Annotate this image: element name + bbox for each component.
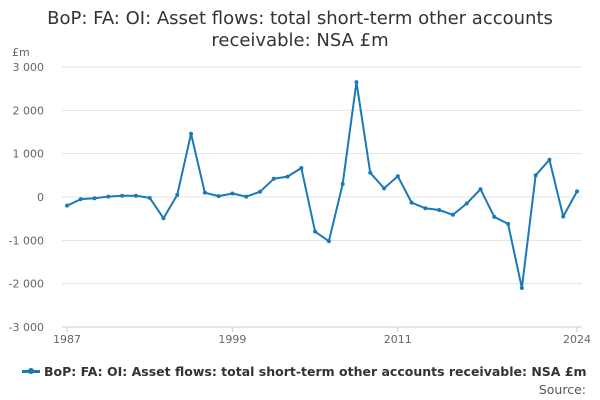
data-point xyxy=(189,131,194,136)
data-point xyxy=(478,187,483,192)
chart-title: BoP: FA: OI: Asset flows: total short-te… xyxy=(0,8,600,52)
series-layer xyxy=(65,80,579,290)
series-line xyxy=(66,81,578,289)
data-point xyxy=(450,212,455,217)
data-point xyxy=(423,206,428,211)
data-point xyxy=(533,173,538,178)
data-point xyxy=(106,194,111,199)
y-tick-label: 2 000 xyxy=(13,104,45,117)
chart-title-line-1: BoP: FA: OI: Asset flows: total short-te… xyxy=(47,8,553,29)
data-point xyxy=(78,197,83,202)
data-point xyxy=(216,194,221,199)
data-point xyxy=(244,194,249,199)
data-point xyxy=(299,165,304,170)
data-point xyxy=(92,196,97,201)
data-point xyxy=(354,80,359,85)
data-point xyxy=(575,189,579,194)
x-tick-label: 2011 xyxy=(384,333,412,346)
data-point xyxy=(382,186,387,191)
data-point xyxy=(561,214,566,219)
data-point xyxy=(271,176,276,181)
y-tick-label: 1 000 xyxy=(13,148,45,161)
data-point xyxy=(285,174,290,179)
legend-swatch xyxy=(22,368,40,374)
data-point xyxy=(202,190,207,195)
data-point xyxy=(464,201,469,206)
data-point xyxy=(133,193,138,198)
data-point xyxy=(161,216,166,221)
y-axis-unit-label: £m xyxy=(12,46,30,59)
x-tick-label: 2024 xyxy=(563,333,591,346)
y-tick-label: -1 000 xyxy=(9,234,44,247)
data-point xyxy=(368,170,373,175)
data-point xyxy=(230,191,235,196)
data-point xyxy=(519,286,524,290)
source-label: Source: xyxy=(538,382,586,397)
y-tick-label: 3 000 xyxy=(13,61,45,74)
data-point xyxy=(326,239,331,244)
x-tick-label: 1987 xyxy=(53,333,81,346)
data-point xyxy=(506,221,511,226)
legend-label: BoP: FA: OI: Asset flows: total short-te… xyxy=(44,364,587,379)
x-tick-label: 1999 xyxy=(218,333,246,346)
data-point xyxy=(147,195,152,200)
data-point xyxy=(120,193,125,198)
data-point xyxy=(257,189,262,194)
data-point xyxy=(340,182,345,186)
data-point xyxy=(492,214,497,219)
data-point xyxy=(547,157,552,162)
data-point xyxy=(65,203,69,208)
data-point xyxy=(395,174,400,179)
data-point xyxy=(313,229,318,234)
y-tick-label: 0 xyxy=(37,191,44,204)
chart-title-line-2: receivable: NSA £m xyxy=(211,30,389,51)
data-point xyxy=(437,208,442,212)
data-point xyxy=(175,192,180,197)
y-tick-label: -3 000 xyxy=(9,321,44,334)
data-point xyxy=(409,200,414,205)
legend: BoP: FA: OI: Asset flows: total short-te… xyxy=(22,364,587,379)
y-axis: -3 000 -2 000 -1 000 0 1 000 2 000 3 000 xyxy=(9,61,44,334)
x-axis: 1987 1999 2011 2024 xyxy=(53,326,591,346)
y-tick-label: -2 000 xyxy=(9,278,44,291)
